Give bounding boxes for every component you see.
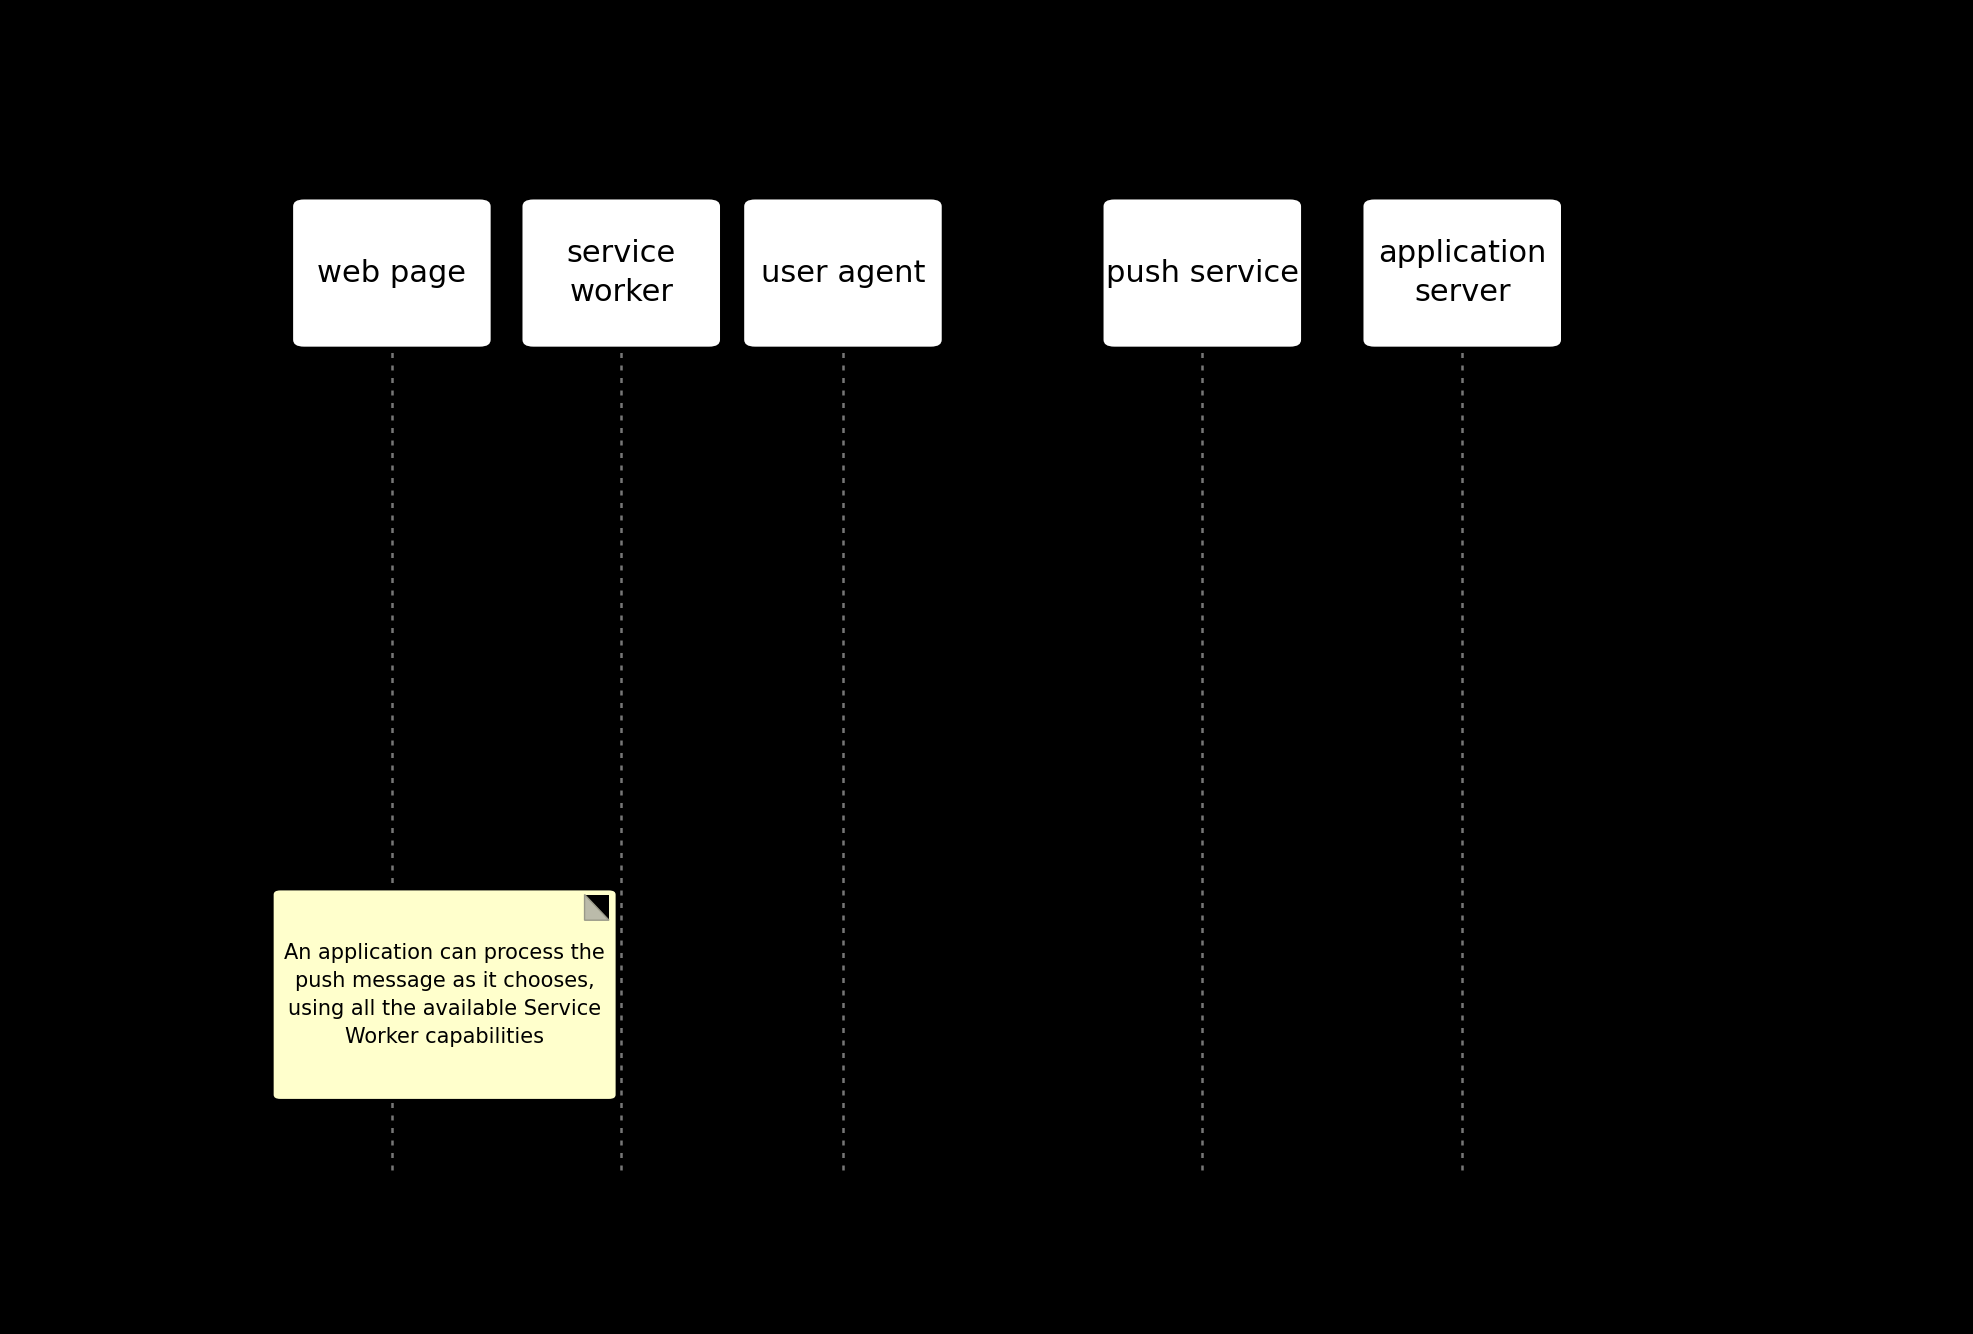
Text: service
worker: service worker [566, 240, 677, 307]
Text: application
server: application server [1377, 240, 1547, 307]
FancyBboxPatch shape [272, 890, 618, 1101]
FancyBboxPatch shape [1361, 197, 1563, 348]
FancyBboxPatch shape [292, 197, 491, 348]
FancyBboxPatch shape [521, 197, 722, 348]
Polygon shape [584, 895, 610, 920]
Polygon shape [584, 895, 610, 920]
FancyBboxPatch shape [742, 197, 943, 348]
Text: push service: push service [1105, 259, 1298, 288]
Text: user agent: user agent [762, 259, 925, 288]
Text: An application can process the
push message as it chooses,
using all the availab: An application can process the push mess… [284, 943, 606, 1047]
Text: web page: web page [318, 259, 466, 288]
FancyBboxPatch shape [1103, 197, 1302, 348]
